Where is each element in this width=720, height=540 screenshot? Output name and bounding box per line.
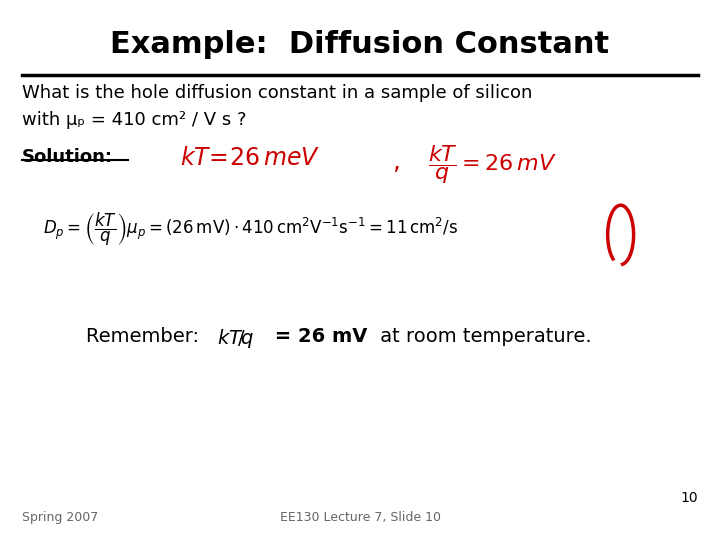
Text: What is the hole diffusion constant in a sample of silicon: What is the hole diffusion constant in a… — [22, 84, 532, 102]
Text: EE130 Lecture 7, Slide 10: EE130 Lecture 7, Slide 10 — [279, 511, 441, 524]
Text: with μₚ = 410 cm² / V s ?: with μₚ = 410 cm² / V s ? — [22, 111, 246, 129]
Text: = 26 mV: = 26 mV — [268, 327, 367, 346]
Text: Spring 2007: Spring 2007 — [22, 511, 98, 524]
Text: $D_p = \left(\dfrac{kT}{q}\right)\mu_p = (26\,\mathrm{mV})\cdot 410\,\mathrm{cm}: $D_p = \left(\dfrac{kT}{q}\right)\mu_p =… — [43, 211, 459, 248]
Text: at room temperature.: at room temperature. — [374, 327, 592, 346]
Text: ,: , — [392, 150, 400, 174]
Text: Example:  Diffusion Constant: Example: Diffusion Constant — [110, 30, 610, 59]
Text: $\dfrac{kT}{q} = 26\,mV$: $\dfrac{kT}{q} = 26\,mV$ — [428, 143, 557, 186]
Text: $kT\!=\!26\,meV$: $kT\!=\!26\,meV$ — [180, 146, 320, 170]
Text: $kT\!/\!q$: $kT\!/\!q$ — [217, 327, 255, 350]
Text: 10: 10 — [681, 491, 698, 505]
Text: Solution:: Solution: — [22, 148, 112, 166]
Text: Remember:: Remember: — [86, 327, 212, 346]
